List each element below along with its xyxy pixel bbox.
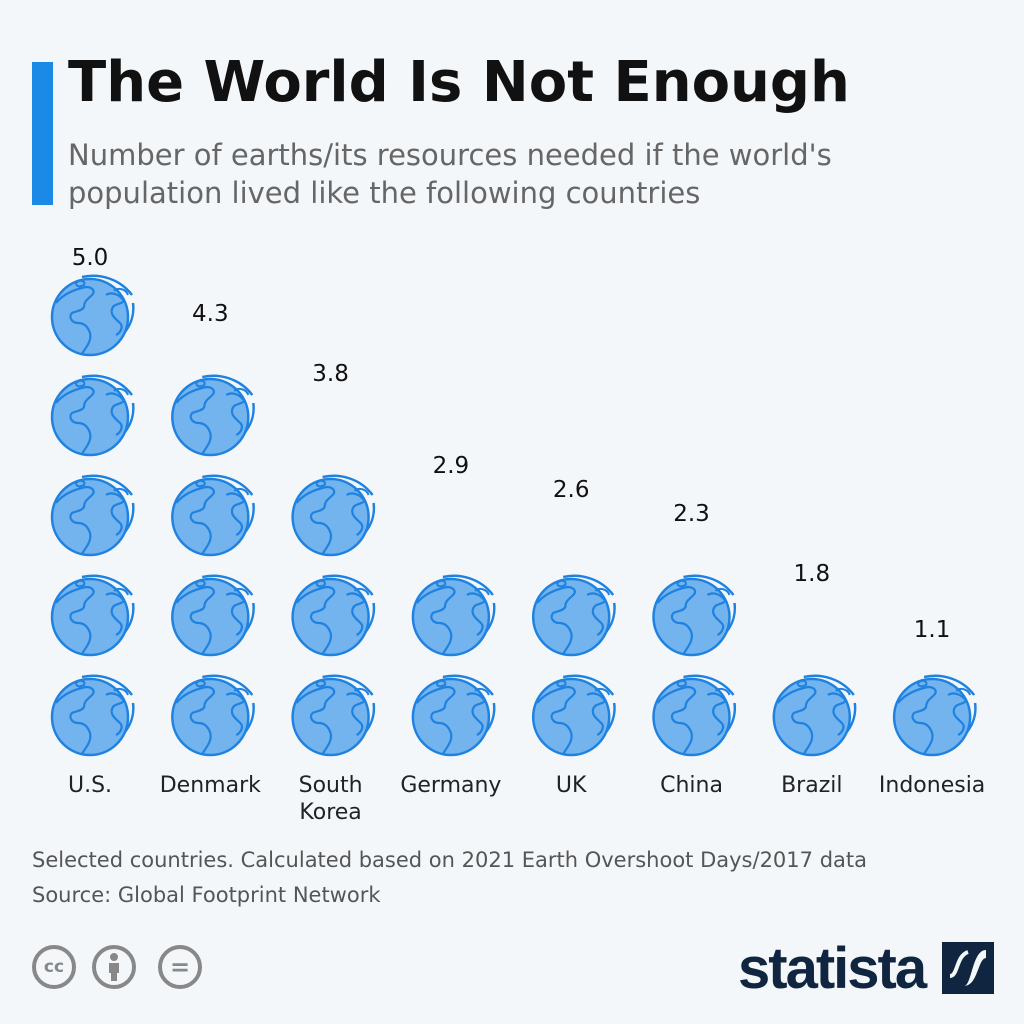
globe-icon bbox=[171, 674, 255, 757]
value-label: 1.1 bbox=[914, 617, 951, 643]
statista-logo-mark-icon bbox=[942, 942, 994, 994]
category-label: China bbox=[660, 773, 723, 798]
globe-icon bbox=[171, 374, 255, 457]
no-derivatives-icon[interactable]: = bbox=[158, 945, 202, 989]
globe-icon bbox=[291, 674, 376, 757]
globe-icon bbox=[892, 674, 977, 757]
footer-note: Selected countries. Calculated based on … bbox=[32, 848, 867, 872]
globe-icon bbox=[772, 674, 857, 757]
attribution-icon[interactable] bbox=[92, 945, 136, 989]
value-label: 1.8 bbox=[794, 561, 831, 587]
statista-logo[interactable]: statista bbox=[738, 936, 927, 1001]
category-label: Germany bbox=[400, 773, 501, 798]
globe-icon bbox=[291, 574, 376, 657]
cc-license-icon[interactable]: cc bbox=[32, 945, 76, 989]
globe-icon bbox=[50, 674, 135, 757]
nd-icon-label: = bbox=[169, 953, 191, 981]
partial-globe-icon bbox=[894, 576, 975, 655]
value-label: 5.0 bbox=[72, 245, 109, 271]
accent-bar bbox=[32, 62, 53, 205]
category-label: Brazil bbox=[781, 773, 842, 798]
cc-icon-label: cc bbox=[43, 957, 65, 977]
value-label: 4.3 bbox=[192, 301, 229, 327]
category-label: South bbox=[299, 773, 363, 798]
globe-icon bbox=[50, 574, 135, 657]
partial-globe-icon bbox=[293, 376, 374, 455]
globe-icon bbox=[50, 474, 135, 557]
chart-title: The World Is Not Enough bbox=[68, 50, 850, 115]
chart-subtitle: Number of earths/its resources needed if… bbox=[68, 138, 832, 210]
globe-icon bbox=[291, 474, 376, 557]
value-label: 2.3 bbox=[673, 501, 710, 527]
value-label: 2.9 bbox=[433, 453, 470, 479]
footer-source: Source: Global Footprint Network bbox=[32, 883, 381, 907]
globe-icon bbox=[50, 374, 135, 457]
globe-icon bbox=[171, 474, 255, 557]
category-label: Indonesia bbox=[879, 773, 985, 798]
globe-icon bbox=[50, 274, 135, 357]
partial-globe-icon bbox=[413, 476, 494, 555]
globe-icon bbox=[411, 574, 496, 657]
category-label: UK bbox=[556, 773, 587, 798]
category-label: U.S. bbox=[68, 773, 112, 798]
category-label: Korea bbox=[299, 800, 361, 825]
category-label: Denmark bbox=[160, 773, 261, 798]
value-label: 2.6 bbox=[553, 477, 590, 503]
globe-icon bbox=[652, 674, 737, 757]
globe-icon bbox=[411, 674, 496, 757]
globe-icon bbox=[531, 574, 616, 657]
person-icon bbox=[109, 953, 119, 981]
partial-globe-icon bbox=[774, 576, 855, 655]
value-label: 3.8 bbox=[312, 361, 349, 387]
globe-icon bbox=[652, 574, 737, 657]
globe-icon bbox=[171, 574, 255, 657]
globe-icon bbox=[531, 674, 616, 757]
